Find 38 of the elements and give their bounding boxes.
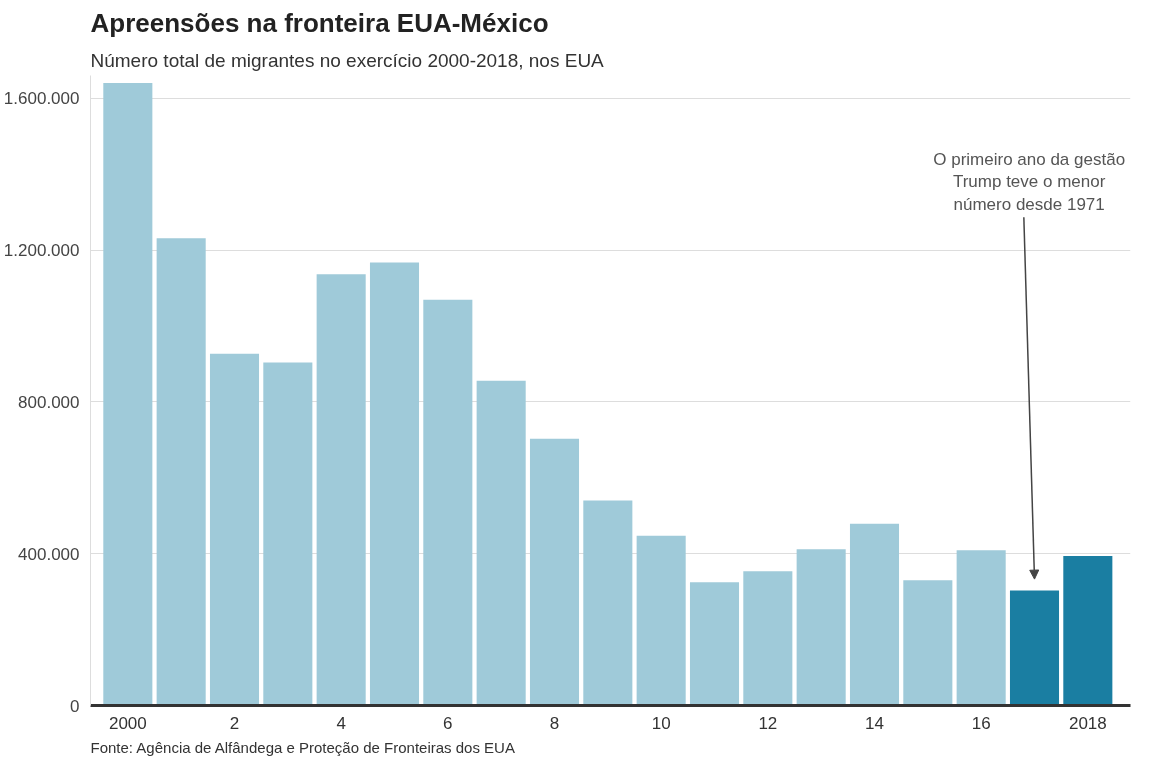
y-tick-label: 1.200.000 — [3, 241, 80, 261]
bar — [849, 523, 900, 706]
bar — [209, 353, 260, 706]
y-tick-label: 1.600.000 — [3, 89, 80, 109]
chart-title: Apreensões na fronteira EUA-México — [90, 7, 549, 38]
bar — [956, 550, 1006, 706]
bar — [529, 438, 580, 706]
x-tick-label: 16 — [971, 713, 991, 733]
y-tick-label: 800.000 — [18, 392, 80, 412]
bar — [689, 582, 740, 706]
bar — [903, 580, 953, 706]
bar — [156, 238, 206, 706]
bar — [796, 549, 846, 706]
x-tick-label: 2000 — [108, 713, 147, 733]
x-tick-label: 2018 — [1068, 713, 1107, 733]
bar — [636, 535, 686, 706]
bar — [476, 380, 526, 706]
x-tick-label: 4 — [336, 713, 346, 733]
bar — [103, 83, 153, 706]
bar — [743, 571, 793, 706]
x-tick-label: 14 — [865, 713, 884, 733]
bar — [583, 500, 633, 706]
bar — [1063, 555, 1113, 706]
bar — [423, 299, 473, 706]
bar — [1009, 590, 1060, 706]
x-tick-label: 2 — [229, 713, 240, 733]
y-tick-label: 0 — [70, 696, 80, 716]
source-note: Fonte: Agência de Alfândega e Proteção de Fronteiras dos EUA — [90, 738, 515, 756]
bar — [369, 262, 420, 706]
annotation: O primeiro ano da gestão Trump teve o menor número desde 1971 — [933, 149, 1126, 215]
x-tick-label: 12 — [758, 713, 778, 733]
bar — [316, 274, 366, 706]
y-tick-label: 400.000 — [18, 544, 80, 564]
x-tick-label: 8 — [549, 713, 560, 733]
x-tick-label: 6 — [443, 713, 453, 733]
bar — [263, 362, 313, 706]
x-tick-label: 10 — [651, 713, 671, 733]
chart-subtitle: Número total de migrantes no exercício 2000-2018, nos EUA — [90, 49, 605, 71]
